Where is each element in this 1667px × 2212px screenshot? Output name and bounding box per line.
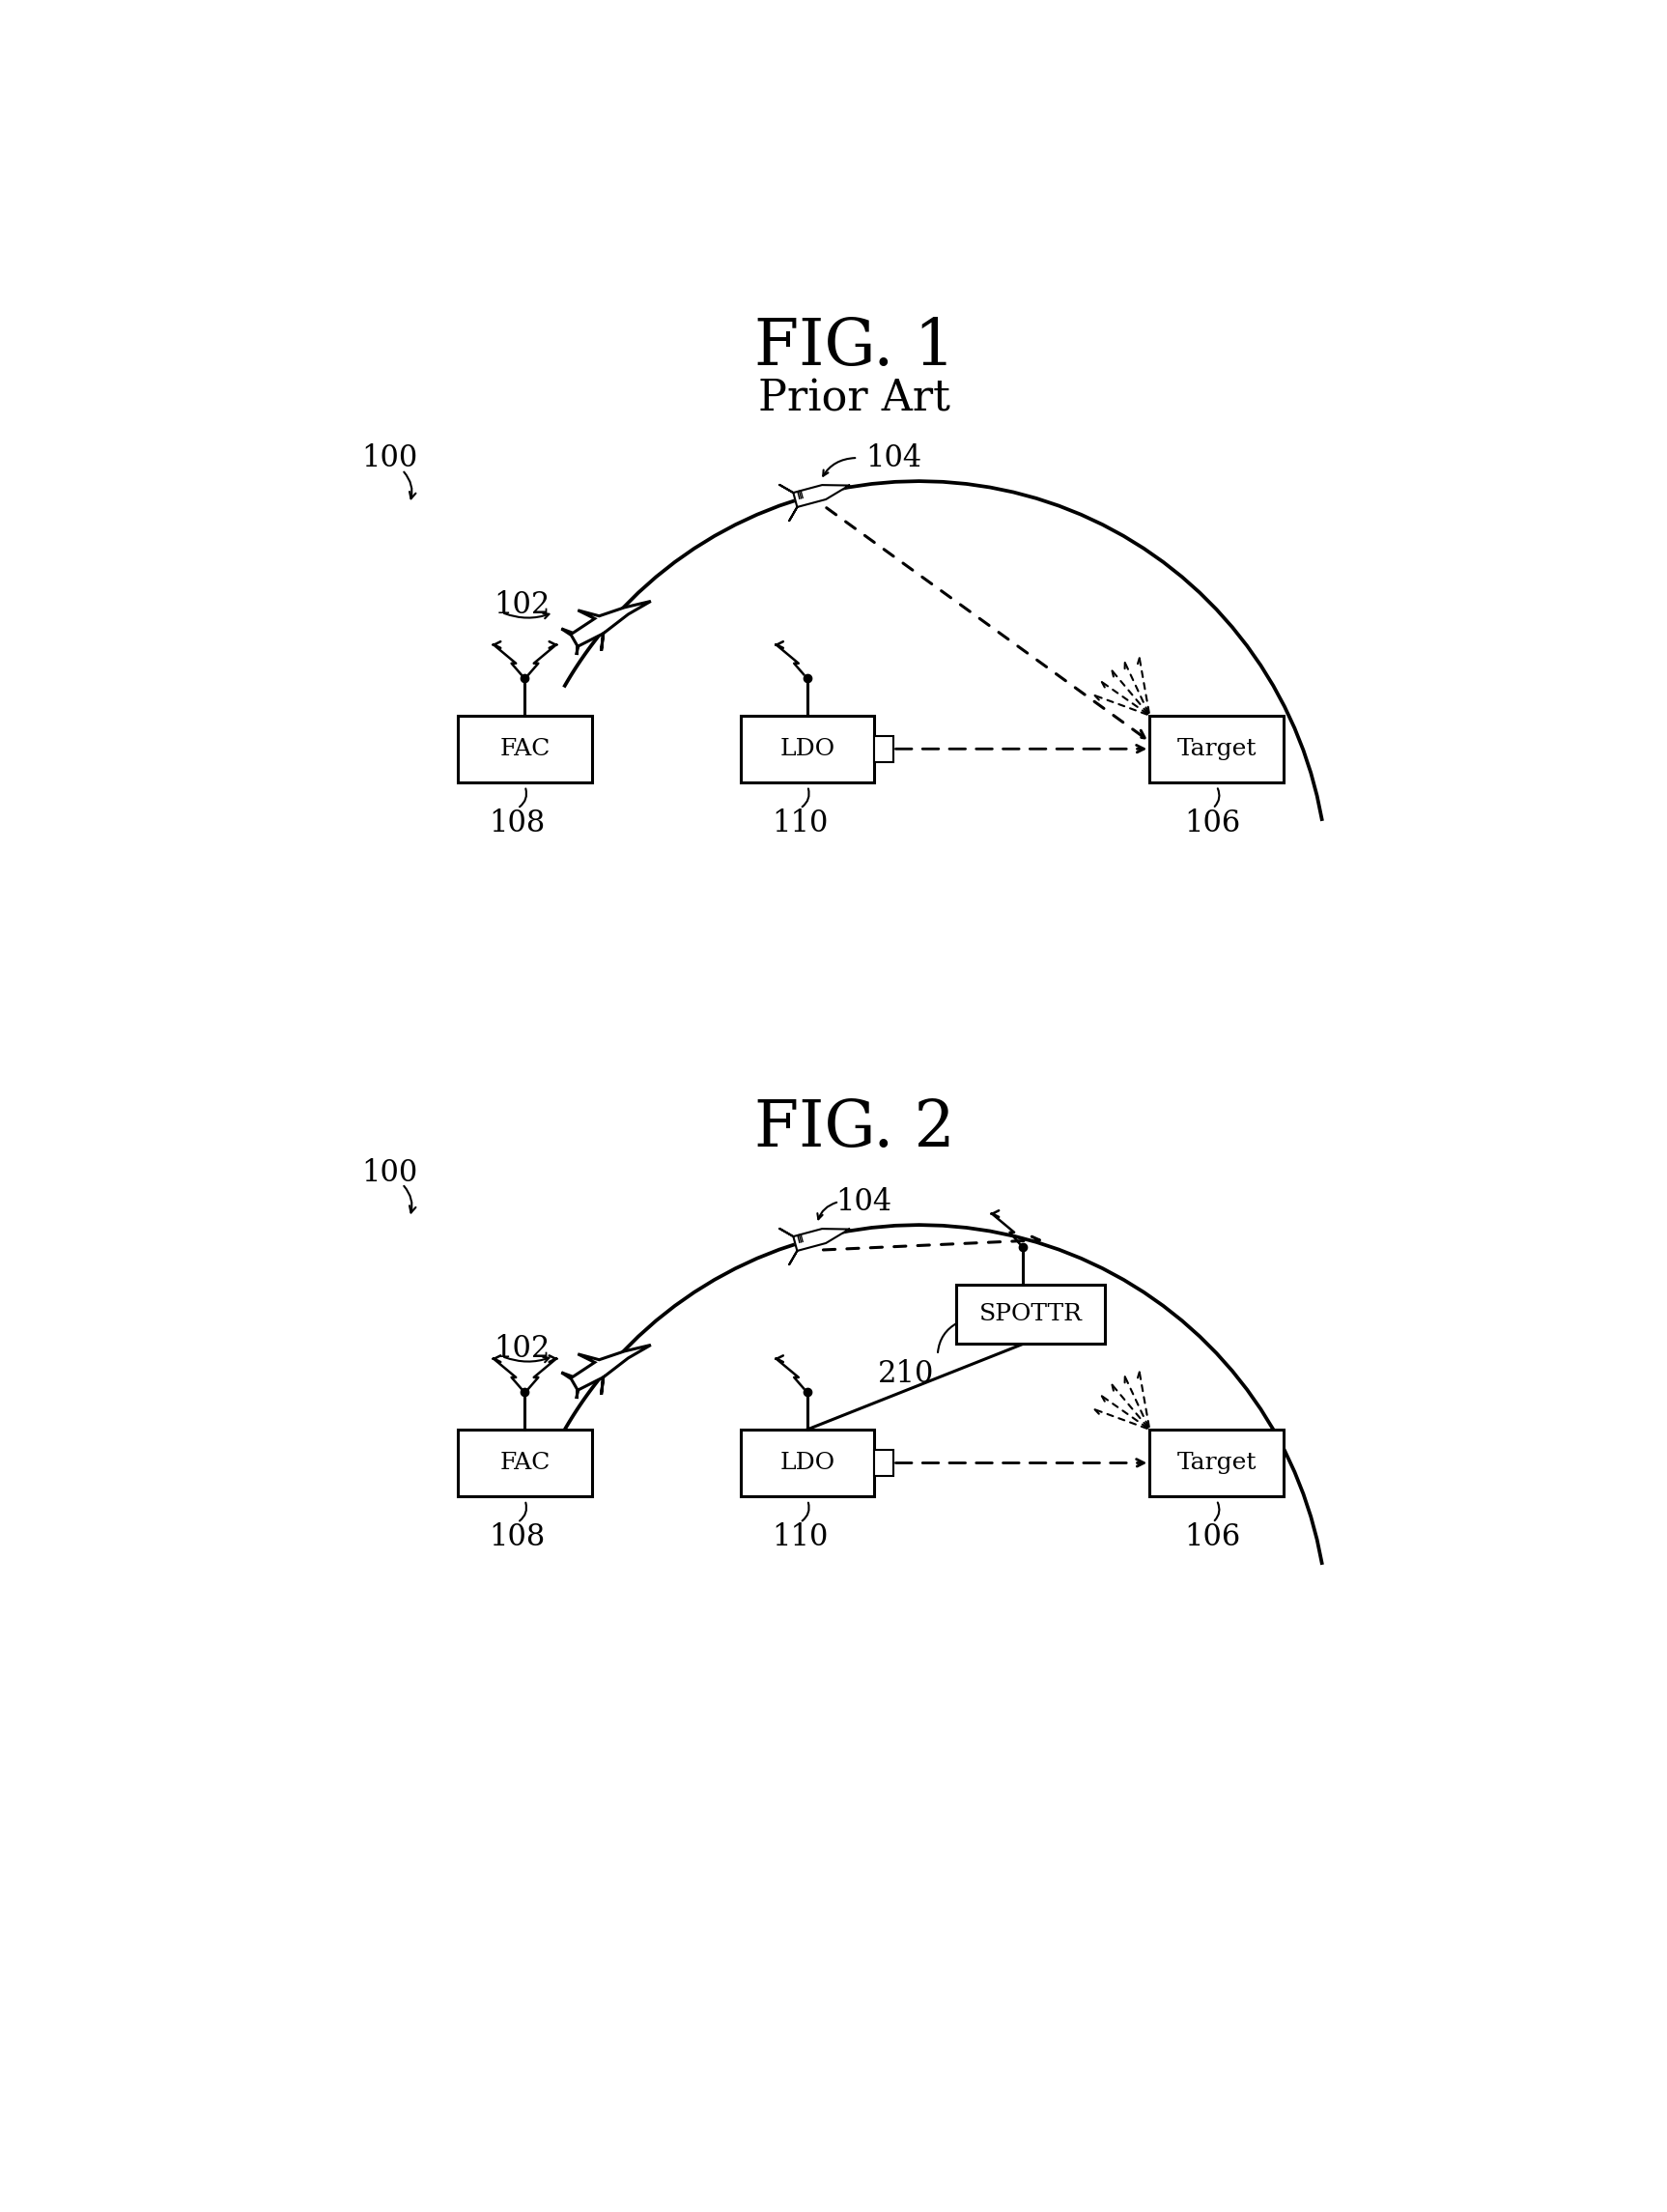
Text: 100: 100 bbox=[362, 1157, 417, 1188]
Bar bbox=[875, 737, 894, 761]
Text: 106: 106 bbox=[1185, 807, 1240, 838]
Bar bbox=[875, 1449, 894, 1475]
Bar bbox=[1150, 1429, 1284, 1495]
Text: 210: 210 bbox=[877, 1358, 934, 1389]
Polygon shape bbox=[562, 1345, 650, 1398]
Bar bbox=[1150, 714, 1284, 783]
Text: 110: 110 bbox=[772, 1522, 828, 1553]
Text: Target: Target bbox=[1177, 739, 1257, 761]
Bar bbox=[957, 1285, 1105, 1345]
Text: LDO: LDO bbox=[780, 739, 835, 761]
Text: Target: Target bbox=[1177, 1451, 1257, 1473]
Polygon shape bbox=[780, 484, 849, 520]
Text: LDO: LDO bbox=[780, 1451, 835, 1473]
Text: Prior Art: Prior Art bbox=[758, 378, 950, 420]
Text: 108: 108 bbox=[490, 1522, 545, 1553]
Polygon shape bbox=[562, 602, 650, 655]
Text: 102: 102 bbox=[493, 591, 550, 619]
Polygon shape bbox=[780, 1228, 849, 1265]
Text: SPOTTR: SPOTTR bbox=[979, 1303, 1082, 1325]
Bar bbox=[458, 1429, 592, 1495]
Text: FIG. 2: FIG. 2 bbox=[753, 1097, 955, 1159]
Text: 110: 110 bbox=[772, 807, 828, 838]
Bar bbox=[740, 1429, 875, 1495]
Text: FIG. 1: FIG. 1 bbox=[753, 316, 955, 378]
Text: 106: 106 bbox=[1185, 1522, 1240, 1553]
Text: 104: 104 bbox=[865, 442, 922, 473]
Text: 102: 102 bbox=[493, 1334, 550, 1363]
Text: 104: 104 bbox=[835, 1186, 892, 1217]
Text: 108: 108 bbox=[490, 807, 545, 838]
Bar bbox=[458, 714, 592, 783]
Bar bbox=[740, 714, 875, 783]
Text: FAC: FAC bbox=[500, 739, 550, 761]
Text: FAC: FAC bbox=[500, 1451, 550, 1473]
Text: 100: 100 bbox=[362, 445, 417, 473]
